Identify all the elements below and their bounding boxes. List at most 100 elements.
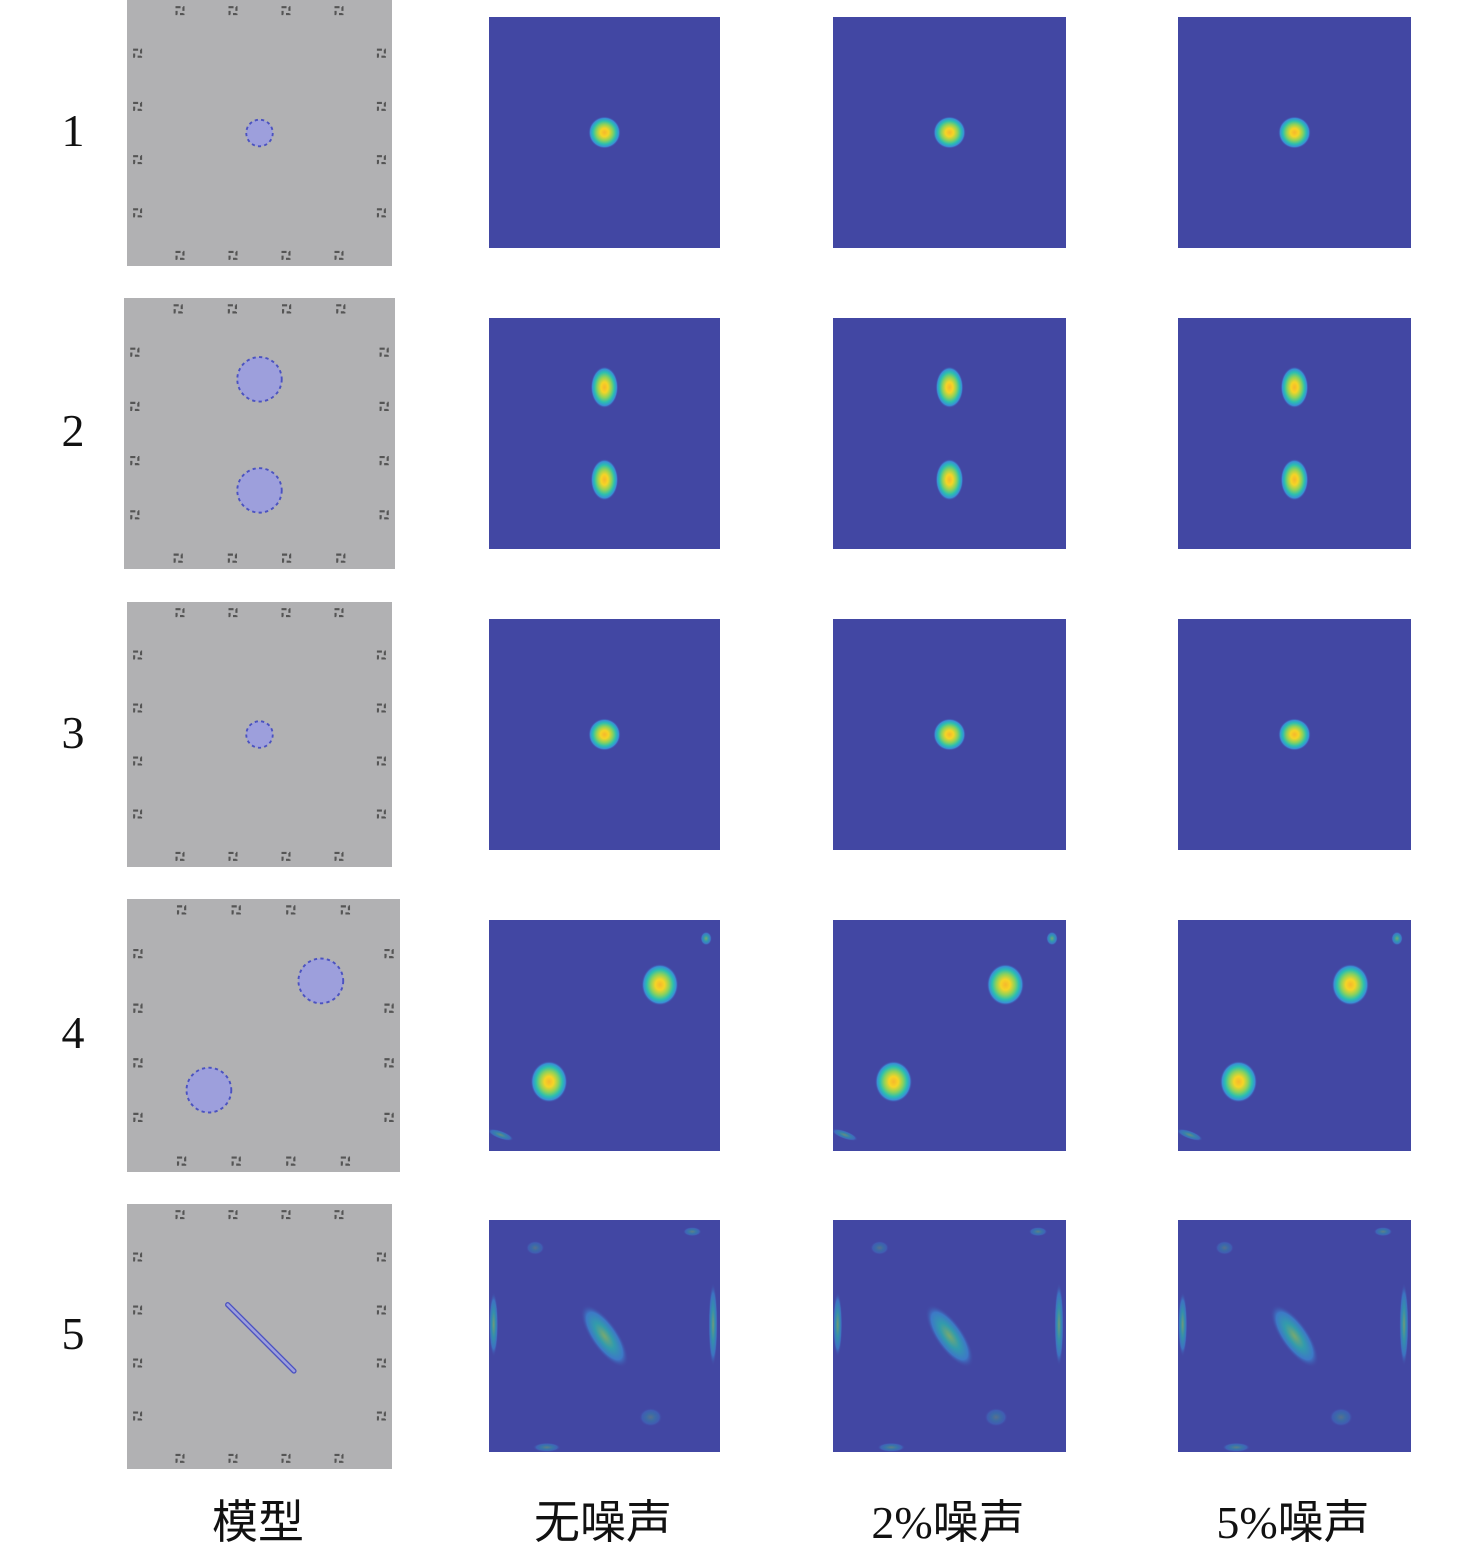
model-panel-2 [124, 298, 395, 569]
electrode-icon [376, 703, 386, 713]
electrode-icon [334, 608, 344, 618]
electrode-icon [379, 401, 389, 412]
electrode-icon [334, 851, 344, 861]
reconstructed-inclusion [935, 366, 964, 409]
model-panel-3 [127, 602, 392, 867]
electrode-icon [334, 1453, 344, 1463]
inclusion [297, 957, 345, 1005]
row-label-2: 2 [61, 405, 85, 456]
column-label-2: 无噪声 [534, 1497, 672, 1548]
reconstruction-no-noise-row-5 [489, 1220, 720, 1452]
electrode-icon [376, 101, 386, 111]
electrode-icon [130, 347, 140, 357]
reconstructed-inclusion [1054, 1282, 1064, 1367]
reconstruction-2pct-noise-row-2 [833, 318, 1066, 549]
reconstructed-inclusion [580, 1304, 629, 1368]
electrode-icon [228, 1210, 238, 1220]
electrode-icon [173, 304, 183, 314]
column-label-3: 2%噪声 [871, 1497, 1025, 1548]
reconstructed-inclusion [870, 1240, 889, 1255]
electrode-icon [376, 756, 386, 766]
electrode-icon [133, 208, 143, 218]
electrode-icon [376, 1252, 386, 1262]
electrode-icon [379, 455, 389, 466]
row-label-3: 3 [61, 707, 85, 758]
reconstruction-5pct-noise-row-5 [1178, 1220, 1411, 1452]
reconstructed-inclusion [1270, 1304, 1319, 1368]
electrode-icon [228, 851, 238, 861]
reconstructed-inclusion [933, 718, 966, 751]
electrode-icon [281, 1210, 291, 1220]
electrode-icon [281, 553, 292, 563]
electrode-icon [175, 6, 185, 16]
recon-background [489, 318, 720, 549]
electrode-icon [286, 1156, 296, 1166]
electrode-icon [376, 1358, 386, 1368]
electrode-icon [227, 304, 238, 314]
electrode-icon [340, 1156, 351, 1166]
electrode-icon [228, 1453, 238, 1463]
electrode-icon [133, 1411, 143, 1421]
electrode-icon [133, 101, 143, 111]
electrode-icon [133, 1003, 143, 1013]
model-background [127, 899, 400, 1172]
electrode-icon [340, 905, 351, 915]
electrode-icon [133, 48, 143, 58]
electrode-icon [228, 608, 238, 618]
electrode-icon [376, 650, 386, 660]
electrode-icon [376, 208, 386, 218]
reconstructed-inclusion [489, 1291, 499, 1357]
electrode-icon [133, 1252, 143, 1262]
reconstructed-inclusion [532, 1442, 561, 1452]
reconstruction-5pct-noise-row-1 [1178, 17, 1411, 248]
reconstructed-inclusion [833, 1128, 858, 1141]
electrode-icon [376, 155, 386, 165]
reconstructed-inclusion [1280, 366, 1309, 409]
recon-background [833, 318, 1066, 549]
electrode-icon [133, 1358, 143, 1368]
electrode-icon [281, 6, 291, 16]
electrode-icon [376, 1411, 386, 1421]
reconstructed-inclusion [1046, 931, 1058, 946]
electrode-icon [133, 1058, 143, 1068]
electrode-icon [376, 809, 386, 819]
inclusion [236, 356, 283, 403]
electrode-icon [133, 650, 143, 660]
reconstructed-inclusion [525, 1240, 545, 1255]
electrode-icon [376, 48, 386, 58]
electrode-icon [281, 608, 291, 618]
electrode-icon [228, 250, 238, 260]
electrode-icon [133, 155, 143, 165]
electrode-icon [227, 553, 238, 563]
reconstructed-inclusion [1373, 1226, 1393, 1237]
recon-background [489, 920, 720, 1151]
reconstruction-no-noise-row-2 [489, 318, 720, 549]
electrode-icon [334, 1210, 344, 1220]
electrode-icon [376, 1305, 386, 1315]
reconstructed-inclusion [1278, 718, 1311, 751]
electrode-icon [384, 1003, 394, 1013]
electrode-icon [176, 1156, 187, 1166]
electrode-icon [384, 1112, 394, 1123]
reconstructed-inclusion [590, 458, 619, 501]
electrode-icon [334, 250, 344, 260]
reconstructed-inclusion [1278, 116, 1311, 149]
inclusion [245, 720, 274, 749]
electrode-icon [175, 851, 185, 861]
electrode-icon [384, 1058, 394, 1068]
reconstructed-inclusion [1215, 1240, 1234, 1255]
column-label-4: 5%噪声 [1216, 1497, 1370, 1548]
inclusion [236, 467, 283, 514]
row-label-1: 1 [61, 105, 85, 156]
reconstructed-inclusion [1280, 458, 1309, 501]
reconstructed-inclusion [925, 1304, 974, 1368]
electrode-icon [384, 948, 394, 959]
reconstructed-inclusion [489, 1128, 514, 1141]
electrode-icon [379, 347, 389, 357]
model-background [124, 298, 395, 569]
reconstruction-2pct-noise-row-3 [833, 619, 1066, 850]
electrode-icon [281, 304, 292, 314]
model-panel-4 [127, 899, 400, 1172]
inclusion [245, 118, 274, 148]
electrode-icon [231, 905, 241, 915]
